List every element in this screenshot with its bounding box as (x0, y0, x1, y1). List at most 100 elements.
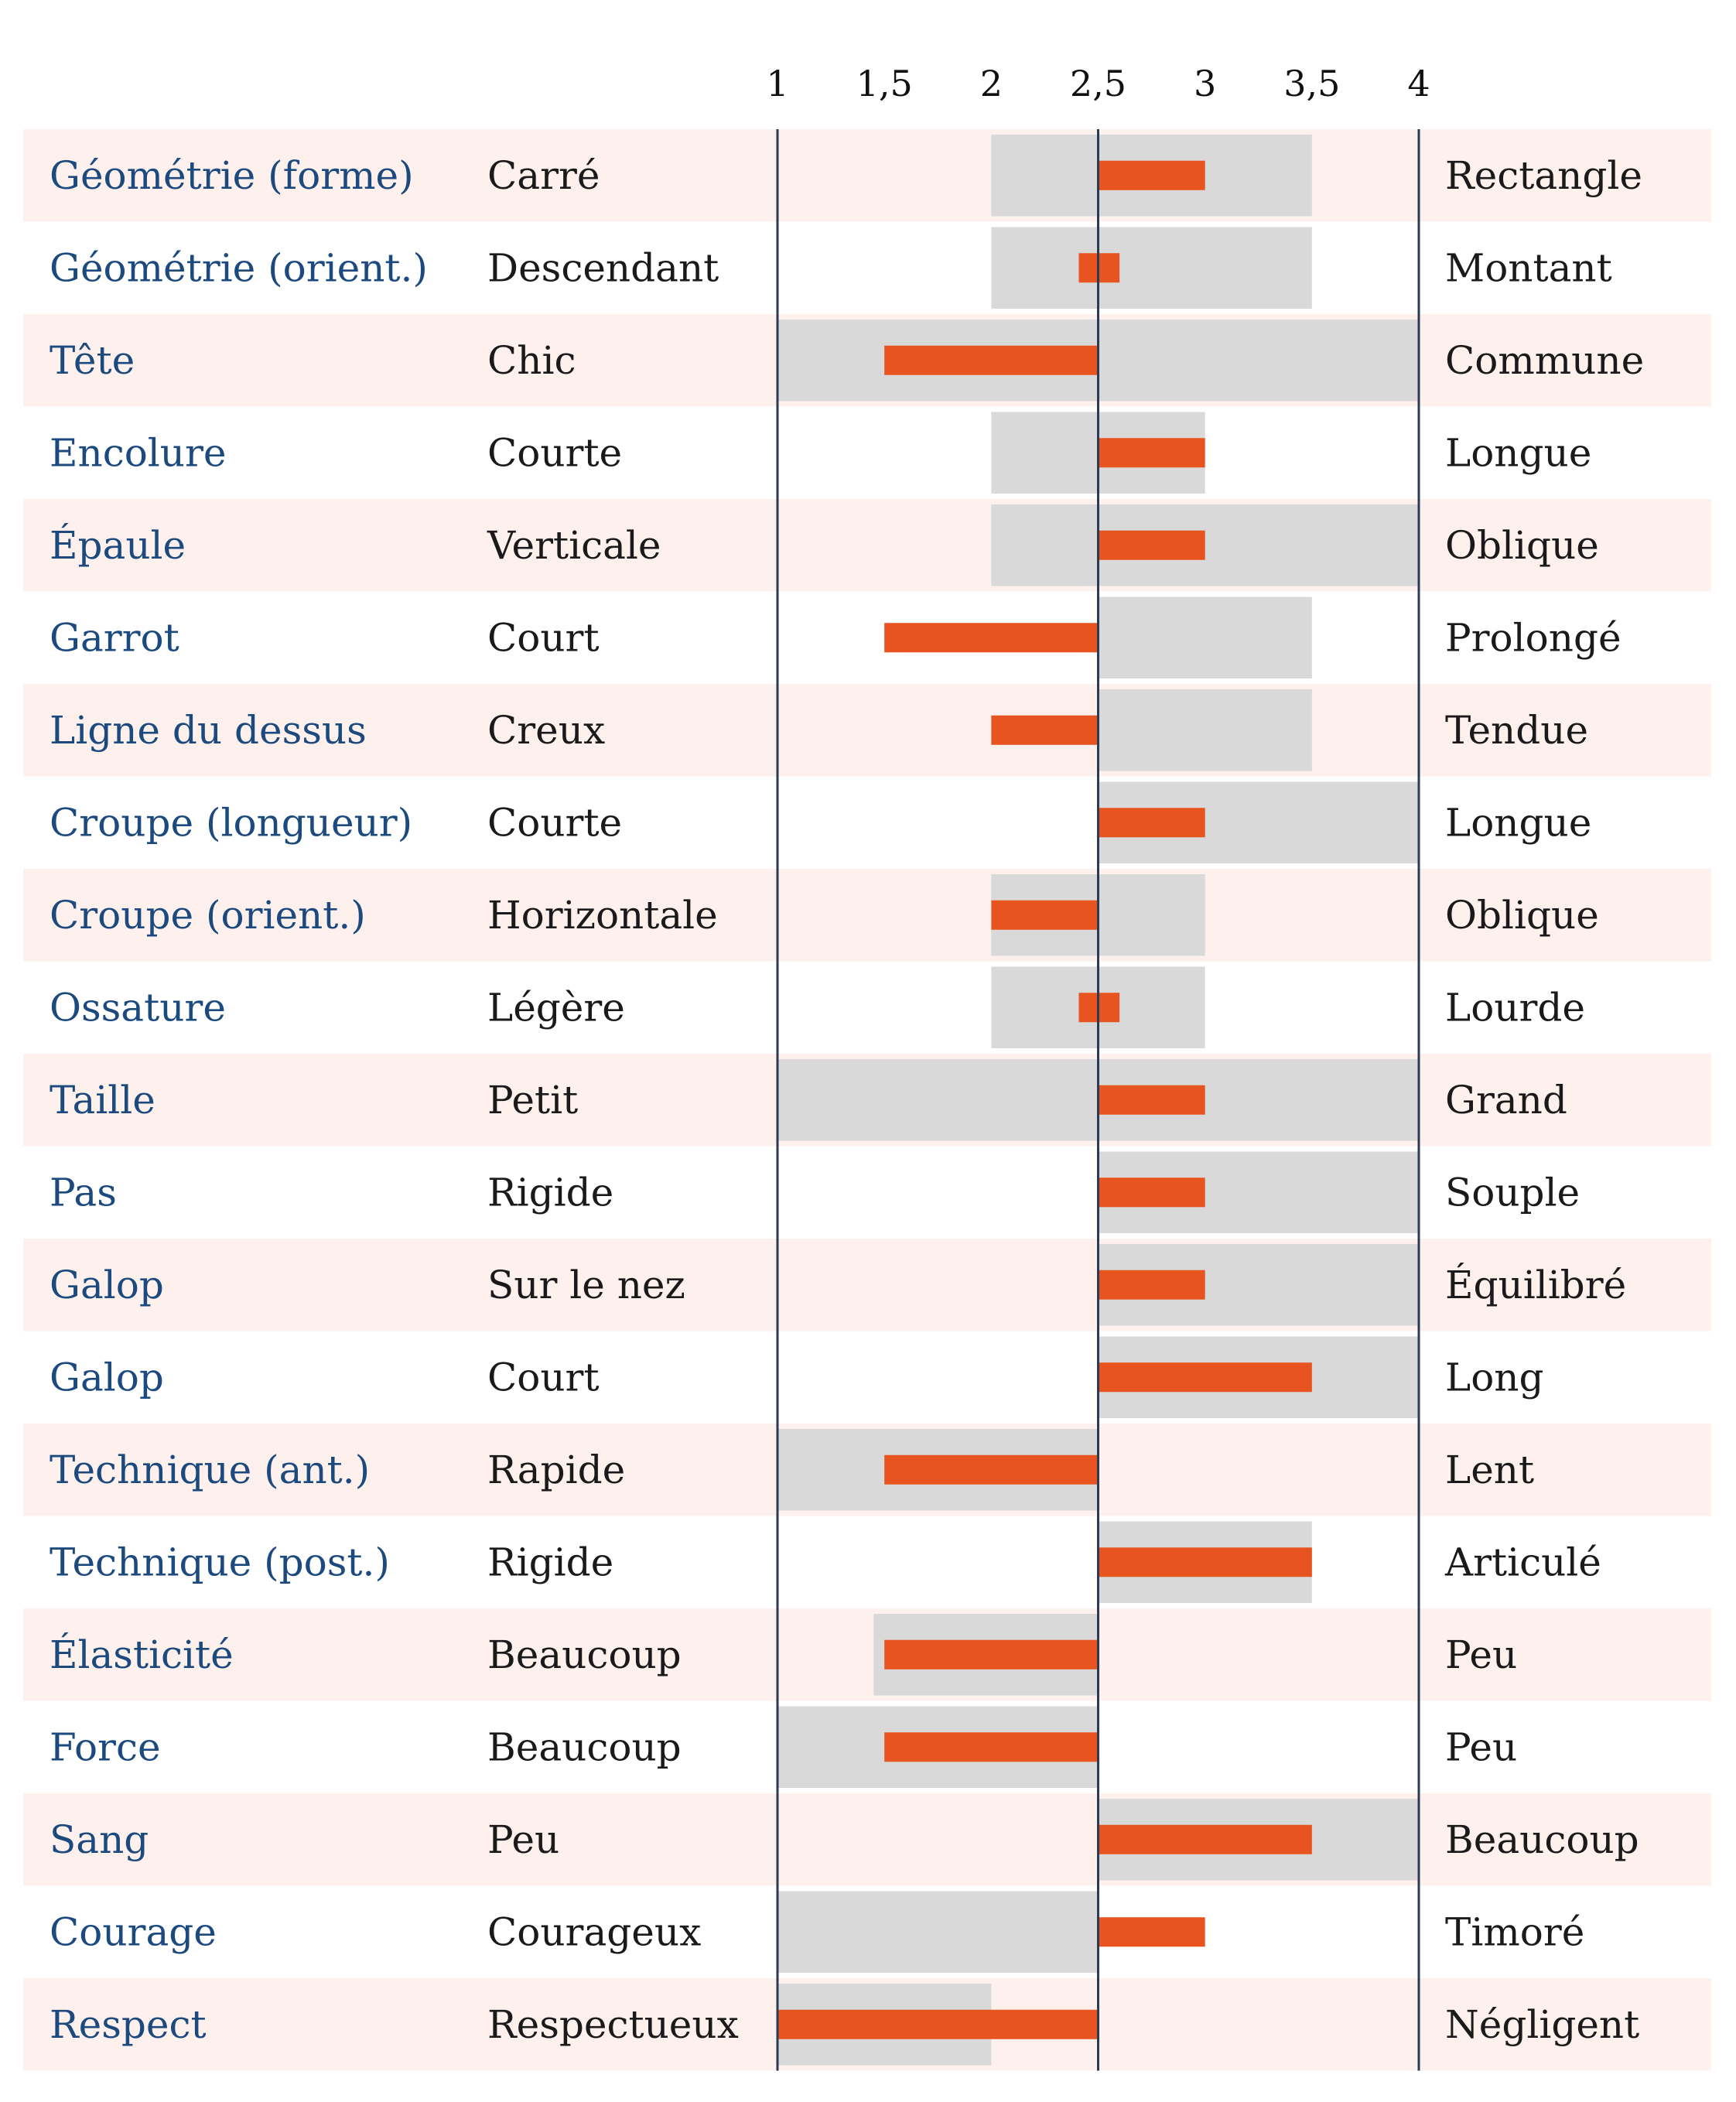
range-bar (991, 227, 1312, 309)
trait-label: Géométrie (orient.) (50, 245, 428, 290)
high-pole-label: Prolongé (1445, 615, 1622, 660)
row-band (23, 129, 1711, 222)
trait-label: Pas (50, 1170, 117, 1215)
row-band (23, 1239, 1711, 1331)
trait-label: Ossature (50, 985, 226, 1030)
row-band (23, 1793, 1711, 1886)
low-pole-label: Descendant (487, 245, 719, 290)
trait-label: Tête (50, 338, 135, 383)
trait-label: Taille (50, 1078, 155, 1123)
trait-label: Sang (50, 1817, 149, 1862)
high-pole-label: Équilibré (1445, 1262, 1626, 1307)
low-pole-label: Sur le nez (487, 1263, 685, 1307)
low-pole-label: Creux (487, 708, 605, 753)
trait-label: Encolure (50, 430, 227, 475)
row-band (23, 869, 1711, 962)
value-bar (1098, 1362, 1312, 1393)
tick-labels: 1 1,5 2 2,5 3 3,5 4 (766, 63, 1430, 104)
value-bar (884, 345, 1099, 375)
low-pole-label: Courageux (487, 1909, 701, 1954)
row-band (23, 499, 1711, 592)
trait-label: Technique (post.) (50, 1540, 390, 1584)
low-pole-label: Légère (487, 985, 625, 1030)
value-bar (1098, 160, 1205, 190)
value-bar (991, 900, 1099, 930)
low-pole-label: Courte (487, 430, 622, 475)
value-bar (884, 1732, 1099, 1762)
low-pole-label: Court (487, 1355, 600, 1400)
low-pole-label: Petit (487, 1078, 578, 1123)
trait-label: Force (50, 1724, 161, 1769)
value-bar (884, 1454, 1099, 1485)
value-bar (991, 715, 1099, 745)
value-bar (1098, 808, 1205, 838)
tick-label: 1,5 (856, 63, 913, 104)
value-bar (1098, 1270, 1205, 1300)
low-pole-label: Respectueux (487, 2002, 739, 2047)
trait-label: Technique (ant.) (50, 1447, 370, 1492)
value-bars (777, 160, 1312, 2039)
low-pole-label: Horizontale (487, 893, 718, 938)
value-bar (1098, 1547, 1312, 1577)
high-pole-label: Peu (1445, 1724, 1517, 1769)
range-bar (991, 504, 1419, 586)
trait-label: Courage (50, 1909, 217, 1954)
tick-label: 4 (1407, 63, 1430, 104)
low-pole-label: Carré (487, 153, 600, 198)
high-pole-label: Tendue (1445, 708, 1588, 753)
low-pole-label: Chic (487, 338, 576, 383)
range-bar (1098, 596, 1312, 678)
tick-label: 1 (766, 63, 788, 104)
high-pole-label: Souple (1445, 1170, 1580, 1215)
high-pole-label: Timoré (1445, 1909, 1584, 1954)
low-pole-label: Court (487, 615, 600, 660)
trait-label: Géométrie (forme) (50, 153, 414, 198)
value-bar (1098, 438, 1205, 468)
trait-label: Galop (50, 1263, 164, 1307)
value-bar (1098, 1085, 1205, 1115)
low-pole-label: Rigide (487, 1170, 613, 1215)
high-pole-label: Longue (1445, 430, 1591, 475)
value-bar (1098, 1824, 1312, 1854)
low-pole-label: Peu (487, 1817, 559, 1862)
tick-label: 3 (1194, 63, 1216, 104)
range-bar (777, 1891, 1099, 1973)
value-bar (1098, 1177, 1205, 1208)
high-pole-label: Montant (1445, 245, 1612, 290)
trait-label: Galop (50, 1355, 164, 1400)
value-bar (1098, 530, 1205, 560)
high-pole-label: Lourde (1445, 985, 1585, 1030)
tick-label: 3,5 (1283, 63, 1340, 104)
value-bar (884, 623, 1099, 653)
trait-label: Ligne du dessus (50, 708, 367, 753)
high-pole-label: Oblique (1445, 523, 1599, 568)
low-pole-label: Beaucoup (487, 1724, 682, 1769)
low-pole-label: Rapide (487, 1447, 625, 1492)
range-bar (1098, 689, 1312, 771)
high-pole-label: Peu (1445, 1632, 1517, 1677)
low-pole-label: Rigide (487, 1540, 613, 1584)
trait-label: Élasticité (50, 1632, 234, 1677)
high-pole-label: Beaucoup (1445, 1817, 1639, 1862)
trait-label: Épaule (50, 522, 186, 568)
high-pole-label: Grand (1445, 1078, 1567, 1123)
high-pole-label: Oblique (1445, 893, 1599, 938)
high-pole-label: Longue (1445, 800, 1591, 845)
value-bar (777, 2009, 1099, 2039)
low-pole-label: Verticale (487, 523, 661, 568)
axis-lines (776, 129, 1420, 2071)
high-pole-label: Lent (1445, 1447, 1534, 1492)
trait-label: Croupe (orient.) (50, 893, 366, 938)
row-band (23, 684, 1711, 777)
value-bar (1098, 1917, 1205, 1947)
tick-label: 2 (980, 63, 1003, 104)
high-pole-label: Rectangle (1445, 153, 1642, 198)
row-labels: Géométrie (forme) Carré Rectangle Géométrie… (50, 153, 1644, 2047)
high-pole-label: Long (1445, 1355, 1544, 1400)
trait-label: Respect (50, 2002, 207, 2047)
high-pole-label: Commune (1445, 338, 1644, 383)
row-band (23, 1608, 1711, 1701)
high-pole-label: Articulé (1444, 1540, 1601, 1584)
trait-label: Croupe (longueur) (50, 800, 412, 845)
